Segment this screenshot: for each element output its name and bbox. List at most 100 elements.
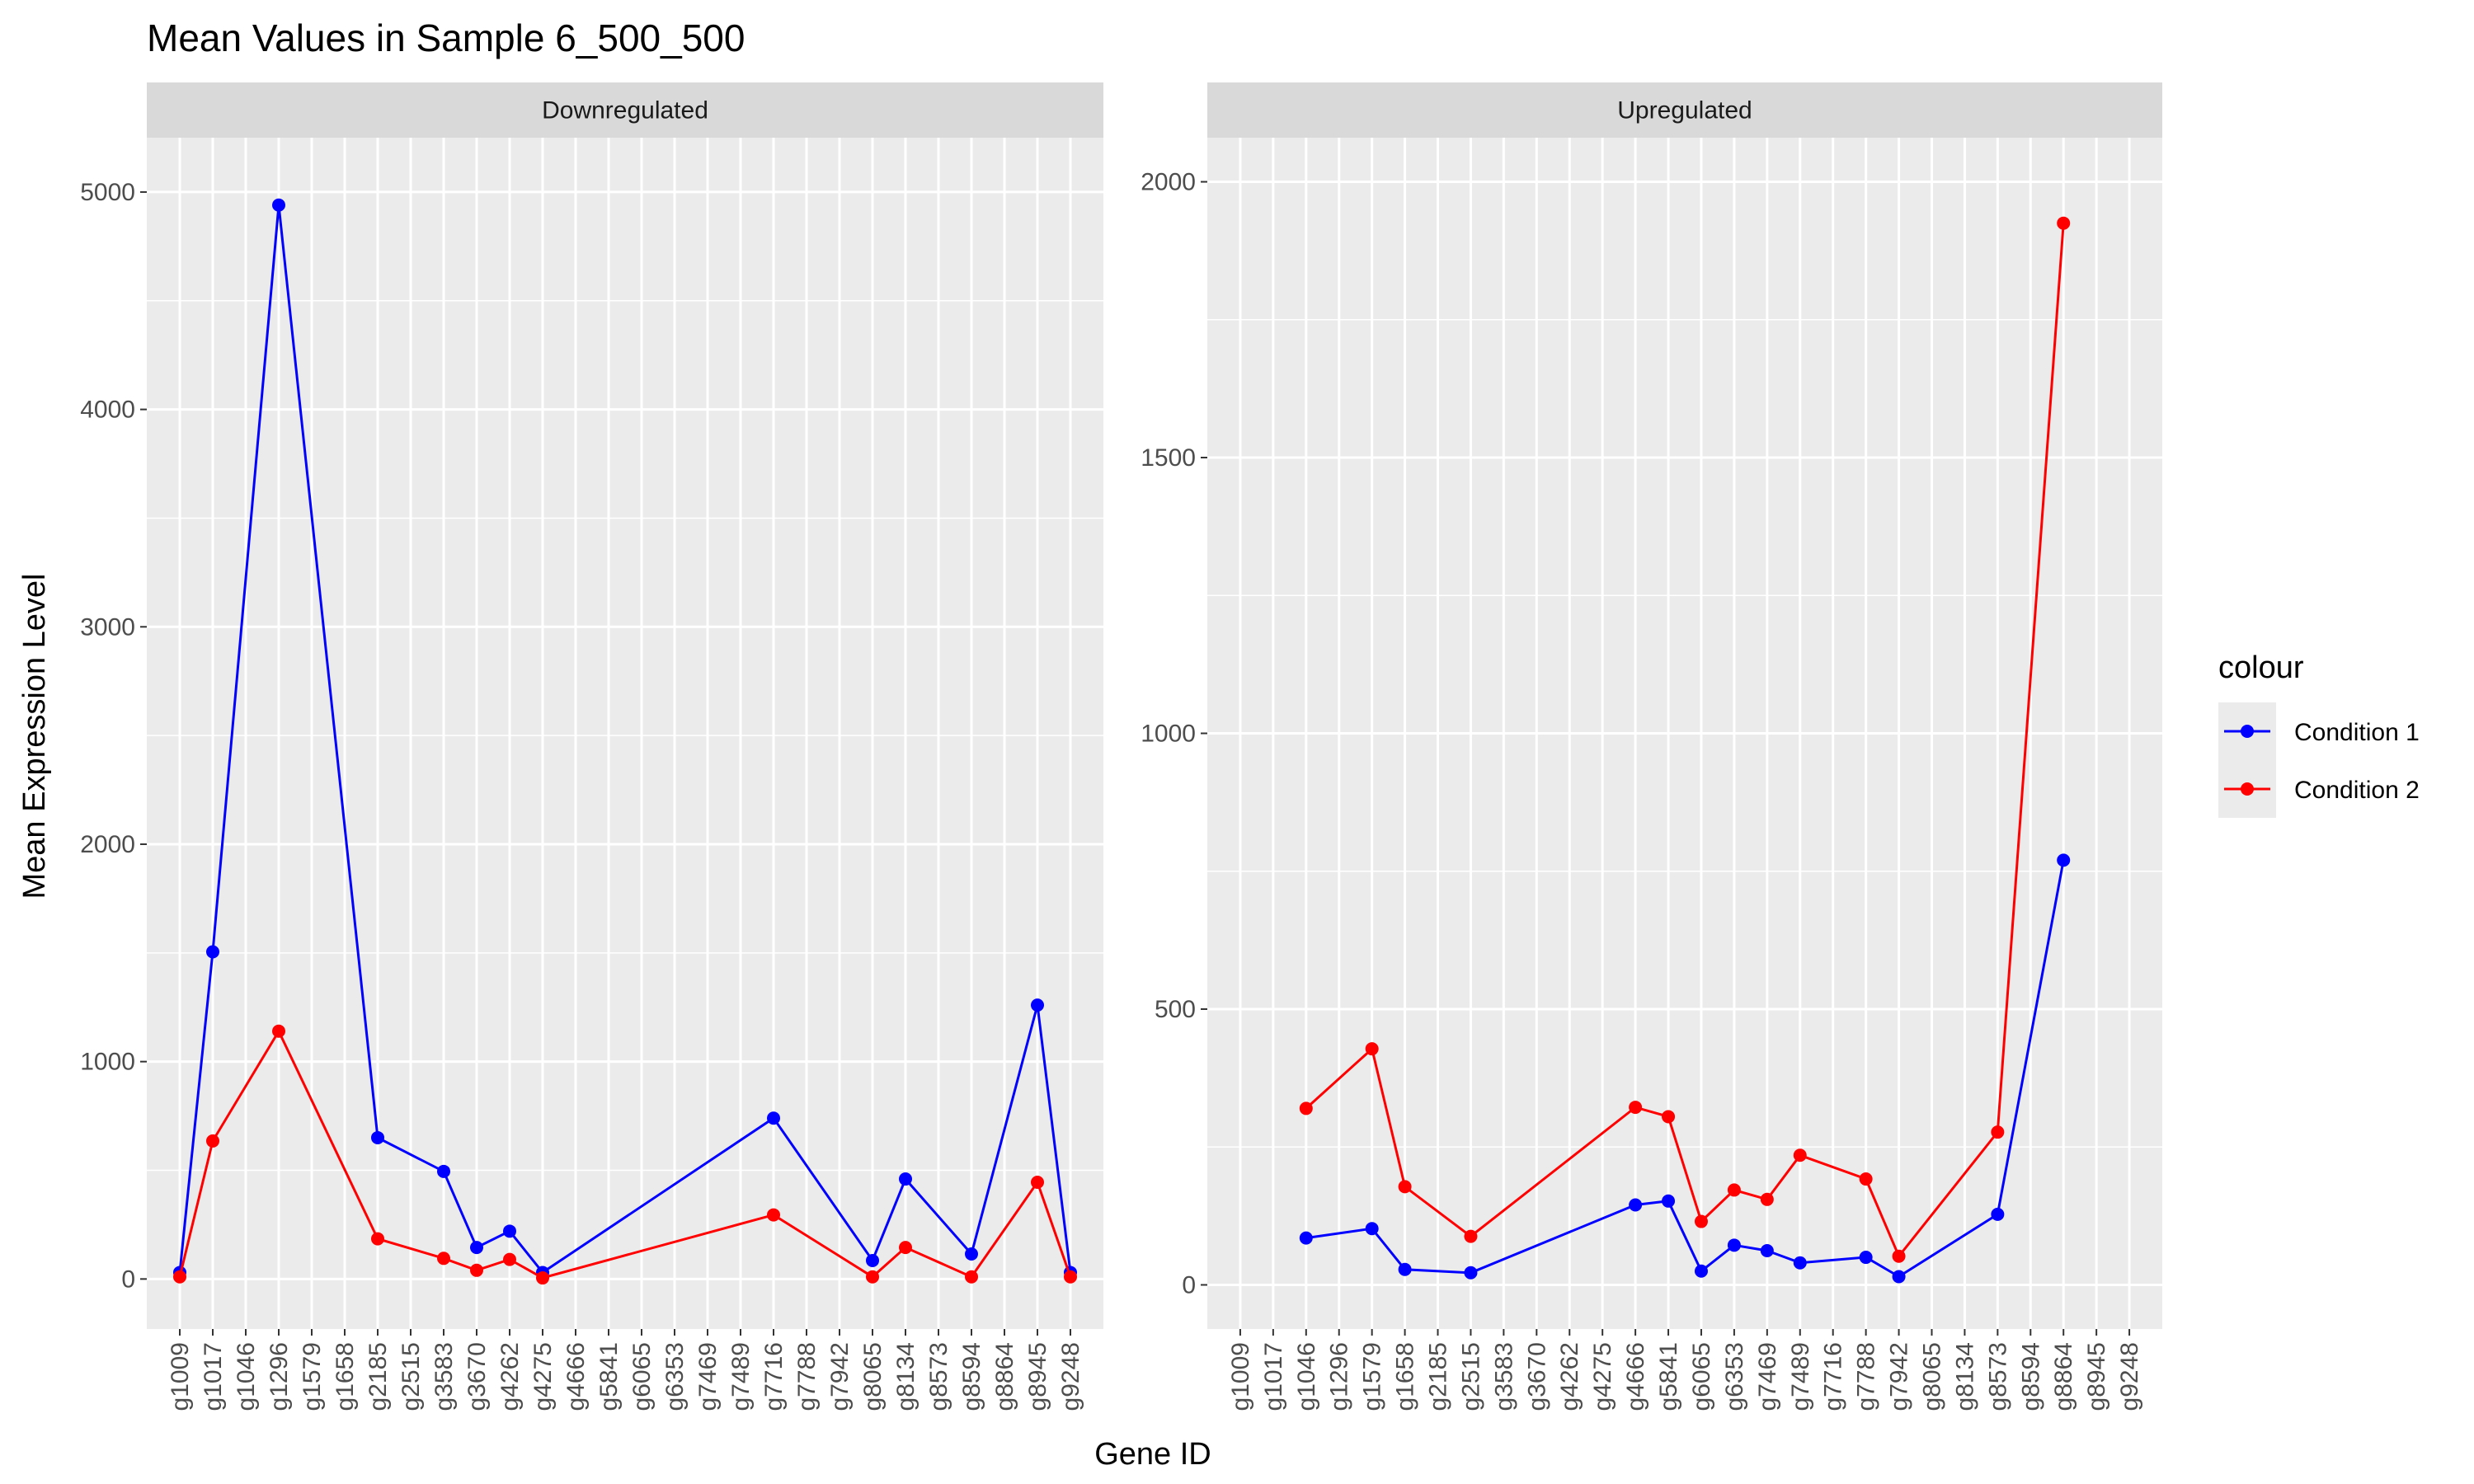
data-point	[1991, 1125, 2005, 1139]
x-tick-label: g8864	[991, 1342, 1018, 1411]
legend: colour Condition 1 Condition 2	[2218, 650, 2420, 818]
facet-strip-label: Upregulated	[1617, 97, 1752, 124]
x-tick-label: g8945	[1024, 1342, 1051, 1411]
x-tick-label: g4262	[1556, 1342, 1583, 1411]
x-tick-label: g4275	[529, 1342, 557, 1411]
y-tick-label: 1500	[1141, 444, 1196, 472]
x-tick-label: g7469	[1754, 1342, 1781, 1411]
x-tick-label: g6353	[661, 1342, 689, 1411]
x-tick-label: g5841	[595, 1342, 623, 1411]
legend-entry-label: Condition 2	[2294, 777, 2420, 804]
data-point	[503, 1224, 516, 1238]
x-tick-label: g8065	[1918, 1342, 1945, 1411]
data-point	[1629, 1101, 1643, 1115]
y-tick-label: 1000	[80, 1049, 135, 1076]
x-tick-label: g1579	[299, 1342, 326, 1411]
x-tick-label: g7469	[694, 1342, 722, 1411]
x-tick-label: g8065	[859, 1342, 887, 1411]
x-tick-label: g1046	[233, 1342, 260, 1411]
data-point	[866, 1253, 879, 1267]
data-point	[1031, 998, 1044, 1012]
data-point	[272, 1024, 285, 1038]
data-point	[1727, 1238, 1741, 1252]
panel-background	[147, 138, 1103, 1329]
series-line-condition-1	[178, 204, 1072, 1275]
x-tick-label: g7788	[793, 1342, 821, 1411]
x-tick-label: g1046	[1293, 1342, 1320, 1411]
x-tick-label: g8945	[2083, 1342, 2110, 1411]
x-tick-label: g7716	[760, 1342, 788, 1411]
x-tick-label: g4666	[562, 1342, 590, 1411]
x-tick-label: g1296	[266, 1342, 293, 1411]
data-point	[2057, 216, 2071, 230]
data-point	[371, 1130, 384, 1144]
x-tick-label: g8134	[1951, 1342, 1978, 1411]
x-tick-label: g8573	[925, 1342, 952, 1411]
data-point	[1662, 1110, 1676, 1124]
x-tick-label: g7489	[727, 1342, 755, 1411]
x-tick-label: g8134	[892, 1342, 920, 1411]
x-tick-label: g5841	[1655, 1342, 1682, 1411]
panel-upregulated: Upregulated 0 500 1000 1500 2000 g1009 g1017 g10…	[1141, 82, 2162, 1411]
data-point	[470, 1263, 483, 1277]
data-point	[1464, 1229, 1478, 1243]
data-point	[965, 1270, 978, 1284]
data-point	[206, 1134, 219, 1148]
x-tick-label: g6065	[1688, 1342, 1715, 1411]
data-point	[866, 1270, 879, 1284]
x-tick-label: g6065	[628, 1342, 656, 1411]
x-tick-label: g8864	[2050, 1342, 2077, 1411]
data-point	[1365, 1042, 1379, 1056]
legend-key-point	[2241, 725, 2254, 738]
y-tick-label: 5000	[80, 179, 135, 206]
data-point	[1892, 1249, 1906, 1263]
data-point	[1991, 1207, 2005, 1221]
x-tick-label: g7489	[1787, 1342, 1814, 1411]
data-point	[1629, 1198, 1643, 1212]
data-point	[767, 1208, 780, 1222]
data-point	[1398, 1180, 1412, 1194]
x-tick-label: g3670	[463, 1342, 491, 1411]
x-tick-label: g1009	[167, 1342, 194, 1411]
x-tick-label: g1658	[332, 1342, 359, 1411]
data-point	[1398, 1262, 1412, 1276]
data-point	[1793, 1148, 1807, 1162]
x-tick-label: g1017	[1260, 1342, 1287, 1411]
x-tick-label: g2515	[397, 1342, 425, 1411]
data-point	[1031, 1176, 1044, 1190]
x-tick-label: g8573	[1984, 1342, 2011, 1411]
x-tick-label: g1658	[1392, 1342, 1419, 1411]
data-point	[1064, 1270, 1077, 1284]
data-point	[1859, 1251, 1873, 1265]
data-point	[503, 1252, 516, 1266]
data-point	[1892, 1270, 1906, 1284]
x-axis-title: Gene ID	[1094, 1437, 1211, 1472]
x-tick-label: g2185	[1425, 1342, 1452, 1411]
data-point	[470, 1241, 483, 1255]
legend-key-point	[2241, 782, 2254, 796]
legend-entry-label: Condition 1	[2294, 719, 2420, 746]
y-tick-label: 500	[1155, 996, 1196, 1023]
x-tick-label: g8594	[958, 1342, 985, 1411]
x-tick-label: g3670	[1523, 1342, 1550, 1411]
y-tick-label: 1000	[1141, 721, 1196, 748]
legend-title: colour	[2218, 650, 2304, 685]
series-line-condition-2	[1305, 223, 2065, 1259]
x-tick-label: g7716	[1820, 1342, 1847, 1411]
x-tick-label: g4262	[496, 1342, 524, 1411]
data-point	[1662, 1194, 1676, 1208]
data-point	[173, 1270, 186, 1284]
data-point	[2057, 853, 2071, 867]
x-tick-label: g9248	[2116, 1342, 2143, 1411]
y-tick-label: 3000	[80, 613, 135, 641]
x-tick-label: g8594	[2017, 1342, 2044, 1411]
y-tick-label: 0	[1182, 1271, 1196, 1298]
data-point	[1859, 1172, 1873, 1186]
data-point	[1694, 1214, 1708, 1228]
data-point	[1760, 1244, 1774, 1258]
x-tick-label: g7942	[1886, 1342, 1913, 1411]
data-point	[1464, 1266, 1478, 1280]
data-point	[1365, 1222, 1379, 1236]
